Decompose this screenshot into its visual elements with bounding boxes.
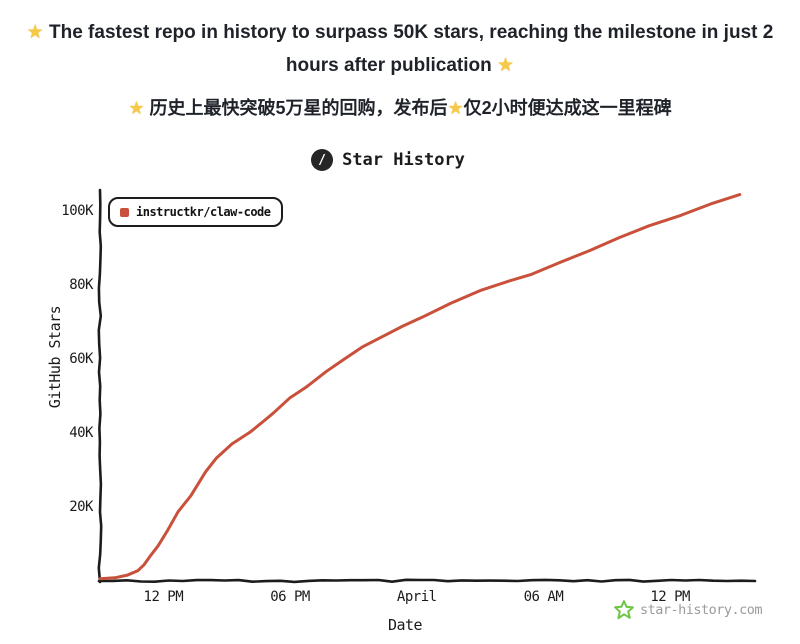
headline-zh: ★ 历史上最快突破5万星的回购，发布后★仅2小时便达成这一里程碑 — [0, 95, 800, 121]
header: ★ The fastest repo in history to surpass… — [0, 16, 800, 121]
y-tick-label: 80K — [69, 277, 93, 293]
watermark-text: star-history.com — [640, 602, 763, 618]
star-outline-icon — [614, 600, 634, 620]
legend-series-marker — [120, 207, 129, 217]
star-emoji: ★ — [497, 55, 515, 76]
x-tick-label: April — [396, 589, 437, 605]
x-tick-label: 12 PM — [650, 589, 690, 605]
y-tick-label: 40K — [69, 425, 93, 441]
chart-title: / Star History — [0, 149, 788, 171]
star-emoji: ★ — [26, 22, 44, 43]
x-axis-title: Date — [387, 616, 423, 634]
x-tick-label: 12 PM — [143, 589, 184, 605]
legend: instructkr/claw-code — [108, 197, 283, 227]
y-axis-line — [97, 188, 103, 584]
x-axis-line — [97, 578, 757, 584]
legend-series-label: instructkr/claw-code — [136, 205, 271, 219]
star-emoji: ★ — [447, 98, 464, 118]
x-tick-label: 06 AM — [523, 589, 564, 605]
y-tick-label: 20K — [69, 499, 93, 515]
series-line-instructkr/claw-code — [98, 193, 742, 581]
x-tick-label: 06 PM — [270, 589, 310, 605]
chart-title-text: Star History — [342, 150, 465, 170]
headline-en-text: The fastest repo in history to surpass 5… — [49, 22, 774, 76]
y-tick-label: 60K — [69, 351, 93, 367]
headline-zh-text-a: 历史上最快突破5万星的回购，发布后 — [149, 98, 448, 118]
star-history-watermark[interactable]: star-history.com — [614, 600, 763, 620]
star-emoji: ★ — [128, 98, 145, 118]
github-circle-icon: / — [311, 149, 334, 171]
headline-zh-text-b: 仅2小时便达成这一里程碑 — [463, 98, 672, 118]
y-tick-label: 100K — [61, 203, 93, 219]
headline-en: ★ The fastest repo in history to surpass… — [15, 16, 785, 82]
